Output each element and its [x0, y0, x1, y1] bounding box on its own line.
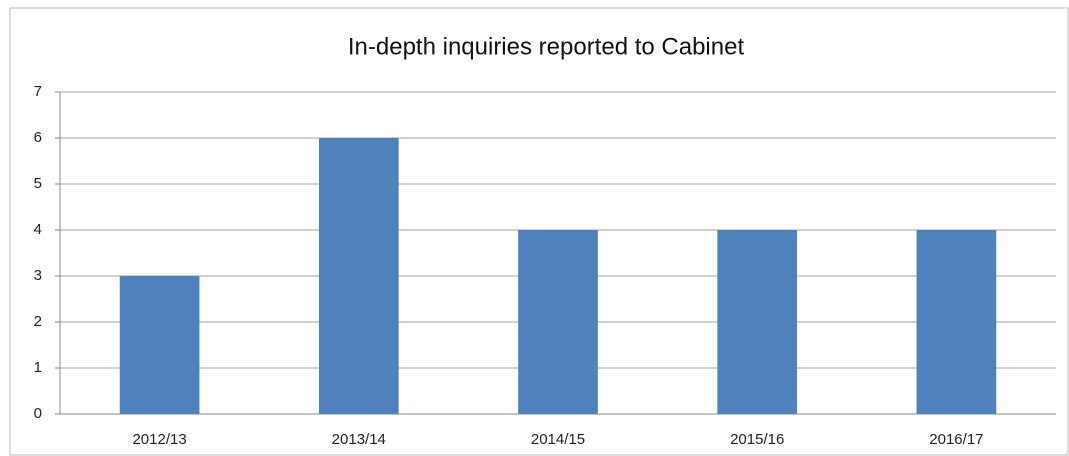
bar: [318, 138, 399, 414]
y-tick-label: 1: [34, 359, 42, 376]
y-tick-label: 6: [34, 129, 42, 146]
y-tick-label: 4: [34, 221, 42, 238]
chart-title: In-depth inquiries reported to Cabinet: [348, 33, 745, 60]
y-tick-label: 0: [34, 405, 42, 422]
y-tick-label: 5: [34, 175, 42, 192]
bar: [119, 276, 200, 414]
bar: [717, 230, 798, 414]
y-tick-label: 3: [34, 267, 42, 284]
x-tick-label: 2016/17: [929, 431, 983, 448]
y-tick-label: 7: [34, 83, 42, 100]
bar: [518, 230, 598, 414]
bar: [916, 230, 997, 414]
x-tick-label: 2014/15: [531, 431, 585, 448]
x-tick-label: 2013/14: [332, 431, 386, 448]
y-tick-label: 2: [34, 313, 42, 330]
x-tick-label: 2012/13: [132, 431, 186, 448]
x-tick-label: 2015/16: [730, 431, 784, 448]
